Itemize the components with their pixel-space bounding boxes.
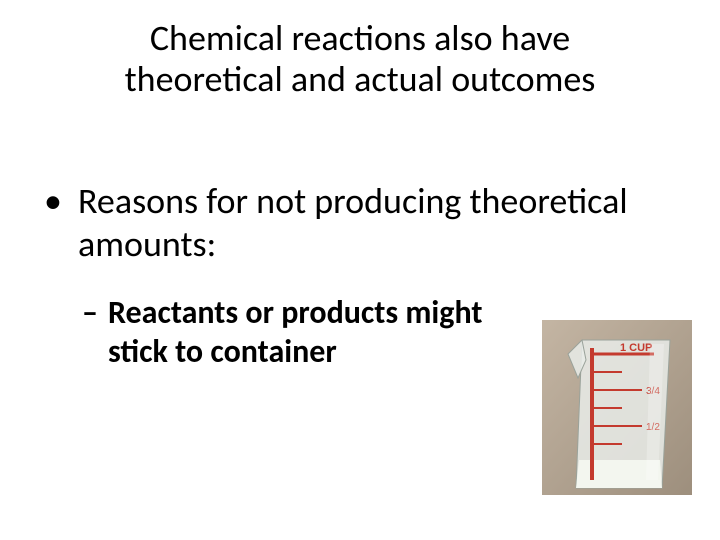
bullet-text: Reasons for not producing theoretical am… — [78, 180, 680, 266]
cup-label: 1 CUP — [620, 342, 652, 354]
bullet-level-1: • Reasons for not producing theoretical … — [40, 180, 680, 266]
slide: Chemical reactions also have theoretical… — [0, 0, 720, 540]
dash-marker: – — [82, 294, 108, 332]
sub-bullet-text: Reactants or products might stick to con… — [108, 294, 542, 371]
bullet-level-2: – Reactants or products might stick to c… — [82, 294, 542, 371]
bullet-marker: • — [40, 180, 78, 223]
measuring-cup-image: 1 CUP 3/4 1/2 — [542, 320, 692, 495]
slide-title: Chemical reactions also have theoretical… — [70, 18, 650, 101]
measuring-cup-icon: 1 CUP 3/4 1/2 — [542, 320, 692, 495]
